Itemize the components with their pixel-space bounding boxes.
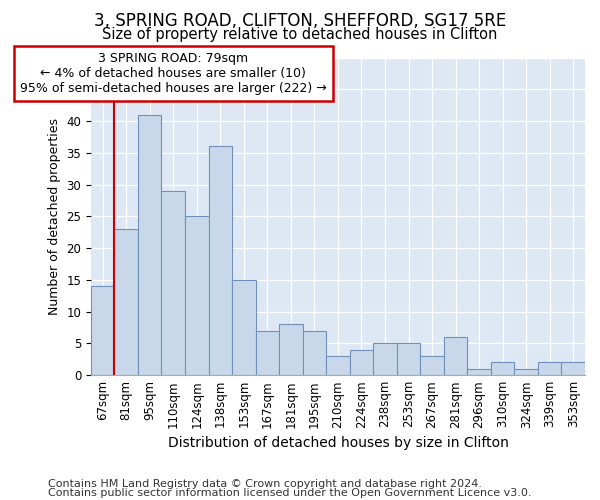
Bar [538, 362, 562, 375]
Bar [232, 280, 256, 375]
Bar [91, 286, 115, 375]
Text: Contains public sector information licensed under the Open Government Licence v3: Contains public sector information licen… [48, 488, 532, 498]
Bar [562, 362, 585, 375]
Bar [420, 356, 444, 375]
Bar [350, 350, 373, 375]
Bar [138, 114, 161, 375]
Bar [326, 356, 350, 375]
Text: Size of property relative to detached houses in Clifton: Size of property relative to detached ho… [103, 28, 497, 42]
Y-axis label: Number of detached properties: Number of detached properties [48, 118, 61, 315]
X-axis label: Distribution of detached houses by size in Clifton: Distribution of detached houses by size … [167, 436, 508, 450]
Bar [161, 191, 185, 375]
Bar [514, 369, 538, 375]
Bar [373, 344, 397, 375]
Bar [115, 229, 138, 375]
Bar [209, 146, 232, 375]
Bar [397, 344, 420, 375]
Bar [467, 369, 491, 375]
Text: 3, SPRING ROAD, CLIFTON, SHEFFORD, SG17 5RE: 3, SPRING ROAD, CLIFTON, SHEFFORD, SG17 … [94, 12, 506, 30]
Bar [444, 337, 467, 375]
Bar [279, 324, 302, 375]
Bar [256, 330, 279, 375]
Bar [302, 330, 326, 375]
Bar [185, 216, 209, 375]
Text: Contains HM Land Registry data © Crown copyright and database right 2024.: Contains HM Land Registry data © Crown c… [48, 479, 482, 489]
Text: 3 SPRING ROAD: 79sqm
← 4% of detached houses are smaller (10)
95% of semi-detach: 3 SPRING ROAD: 79sqm ← 4% of detached ho… [20, 52, 326, 95]
Bar [491, 362, 514, 375]
